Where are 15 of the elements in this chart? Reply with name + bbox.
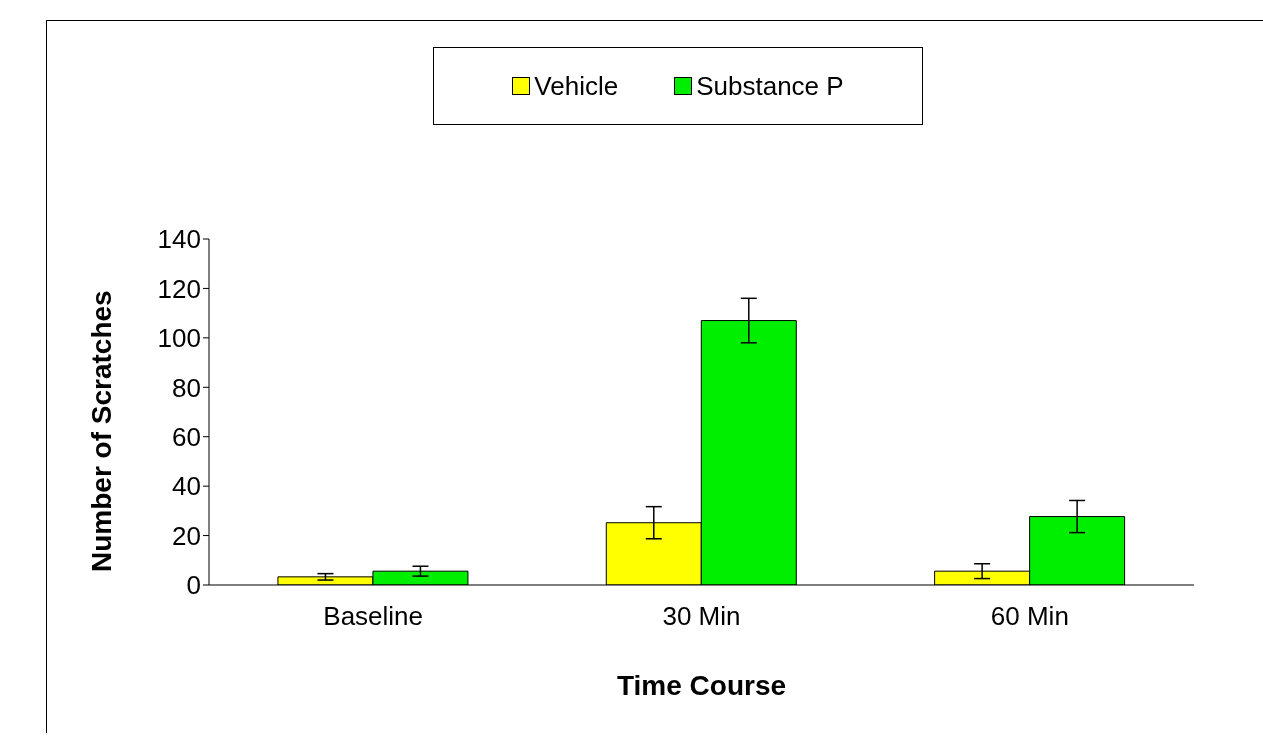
y-axis-title: Number of Scratches — [85, 290, 117, 572]
x-tick-label: 30 Min — [662, 601, 741, 632]
y-tick-label: 20 — [172, 520, 201, 551]
legend-label: Vehicle — [534, 70, 619, 102]
y-tick-label: 140 — [157, 224, 201, 255]
y-tick-label: 0 — [186, 570, 201, 601]
x-tick-label: 60 Min — [990, 601, 1069, 632]
y-tick-label: 100 — [157, 323, 201, 354]
y-tick-label: 60 — [172, 421, 201, 452]
y-tick-label: 80 — [172, 372, 201, 403]
legend-label: Substance P — [696, 70, 844, 102]
y-tick-label: 120 — [157, 273, 201, 304]
y-tick-label: 40 — [172, 471, 201, 502]
x-tick-label: Baseline — [323, 601, 424, 632]
x-axis-title: Time Course — [616, 670, 787, 701]
